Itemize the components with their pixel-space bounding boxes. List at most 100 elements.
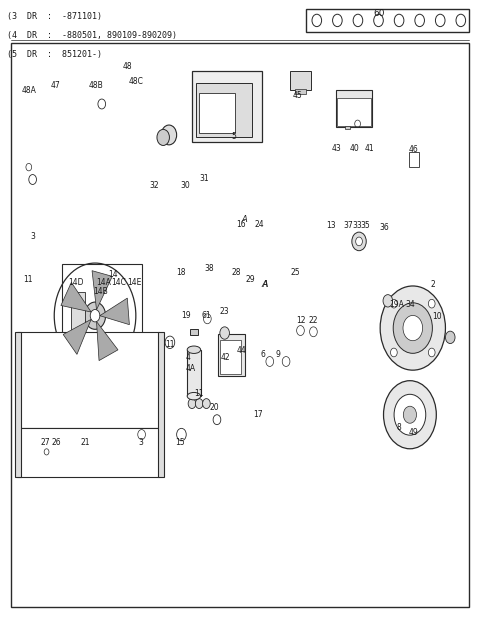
Circle shape xyxy=(356,237,362,246)
Text: 43: 43 xyxy=(331,144,341,153)
Circle shape xyxy=(394,14,404,27)
Text: 21: 21 xyxy=(81,438,90,447)
Text: 49: 49 xyxy=(409,428,419,436)
Text: 38: 38 xyxy=(204,264,214,272)
Circle shape xyxy=(282,357,290,366)
Text: 14A: 14A xyxy=(96,279,110,287)
Bar xyxy=(336,90,372,127)
Text: 4: 4 xyxy=(186,353,191,362)
Circle shape xyxy=(220,327,229,339)
Bar xyxy=(306,9,469,32)
Circle shape xyxy=(374,14,384,27)
Text: 60: 60 xyxy=(373,9,385,18)
Polygon shape xyxy=(92,271,112,310)
Text: 6: 6 xyxy=(261,350,265,358)
Polygon shape xyxy=(100,298,130,325)
Circle shape xyxy=(403,406,417,423)
Circle shape xyxy=(138,430,145,439)
Bar xyxy=(187,350,201,396)
Bar xyxy=(220,340,241,374)
Text: 20: 20 xyxy=(210,403,219,412)
Text: 14: 14 xyxy=(108,270,118,279)
Text: 9: 9 xyxy=(275,350,280,358)
Text: 24: 24 xyxy=(254,220,264,229)
Bar xyxy=(17,332,159,428)
Text: 48A: 48A xyxy=(22,87,36,95)
Text: 32: 32 xyxy=(150,181,159,190)
Ellipse shape xyxy=(187,392,201,400)
Text: 19A: 19A xyxy=(389,300,404,309)
Text: 48C: 48C xyxy=(129,77,143,86)
Text: 3: 3 xyxy=(139,438,144,447)
Circle shape xyxy=(266,357,274,366)
Polygon shape xyxy=(63,319,91,355)
Text: 27: 27 xyxy=(40,438,50,447)
Bar xyxy=(62,264,142,366)
Circle shape xyxy=(54,263,136,368)
Text: (4  DR  :  -880501, 890109-890209): (4 DR : -880501, 890109-890209) xyxy=(7,31,177,40)
Circle shape xyxy=(383,295,393,307)
Text: 48B: 48B xyxy=(89,81,103,90)
Text: 10: 10 xyxy=(432,313,442,321)
Circle shape xyxy=(445,331,455,344)
Circle shape xyxy=(391,348,397,357)
Ellipse shape xyxy=(187,346,201,353)
Text: 15: 15 xyxy=(176,438,185,447)
Text: 14B: 14B xyxy=(94,287,108,296)
Circle shape xyxy=(393,303,432,353)
Circle shape xyxy=(352,232,366,251)
Text: 48: 48 xyxy=(122,62,132,71)
Bar xyxy=(337,98,371,126)
Text: 12: 12 xyxy=(296,316,305,325)
Circle shape xyxy=(177,428,186,441)
Text: 22: 22 xyxy=(309,316,318,325)
Text: 23: 23 xyxy=(219,307,229,316)
Bar xyxy=(15,332,21,477)
Text: 11: 11 xyxy=(165,340,175,348)
Text: 40: 40 xyxy=(349,144,359,153)
Circle shape xyxy=(456,14,466,27)
Circle shape xyxy=(84,302,106,329)
Text: 28: 28 xyxy=(232,268,241,277)
Circle shape xyxy=(29,175,36,184)
Text: 30: 30 xyxy=(180,181,190,190)
Text: A: A xyxy=(263,280,267,288)
Circle shape xyxy=(391,300,397,308)
Bar xyxy=(192,71,262,142)
Bar xyxy=(218,334,245,376)
Text: 36: 36 xyxy=(379,223,389,232)
Circle shape xyxy=(435,14,445,27)
Circle shape xyxy=(161,125,177,145)
Text: 13: 13 xyxy=(326,221,336,230)
Circle shape xyxy=(203,399,210,409)
Text: 2: 2 xyxy=(431,280,435,289)
Text: 34: 34 xyxy=(406,300,415,309)
Text: 14E: 14E xyxy=(127,279,142,287)
Text: 16: 16 xyxy=(236,220,246,229)
Text: 44: 44 xyxy=(237,346,247,355)
Circle shape xyxy=(428,300,435,308)
Text: 19: 19 xyxy=(181,311,191,320)
Text: 41: 41 xyxy=(365,144,374,153)
Bar xyxy=(190,329,198,335)
Bar xyxy=(17,428,159,477)
Circle shape xyxy=(394,394,426,435)
Polygon shape xyxy=(61,282,91,312)
Text: 14D: 14D xyxy=(68,279,84,287)
Circle shape xyxy=(353,14,363,27)
Bar xyxy=(290,71,311,90)
Bar xyxy=(71,292,85,342)
Bar xyxy=(345,126,350,129)
Circle shape xyxy=(195,399,203,409)
Text: 25: 25 xyxy=(291,268,300,277)
Bar xyxy=(199,93,235,133)
Circle shape xyxy=(188,399,196,409)
Text: 29: 29 xyxy=(246,275,255,284)
Circle shape xyxy=(415,14,424,27)
Bar xyxy=(409,152,419,167)
Text: A: A xyxy=(262,280,268,288)
Text: 14C: 14C xyxy=(112,279,126,287)
Text: 5: 5 xyxy=(232,132,237,141)
Text: 61: 61 xyxy=(202,311,211,320)
Text: A: A xyxy=(241,215,247,224)
